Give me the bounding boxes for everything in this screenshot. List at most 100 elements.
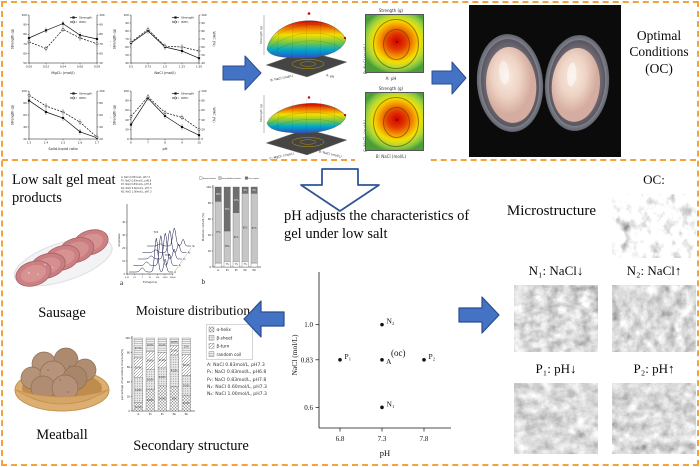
svg-text:60: 60 [208,217,212,221]
surface1-zlabel: Strength (g) [259,26,263,44]
svg-text:1:4: 1:4 [44,140,49,144]
svg-text:random coil: random coil [217,352,242,357]
t2-relaxation-chart: A: NaCl 0.83mol/L, pH7.3P1: NaCl 0.83mol… [117,172,195,290]
svg-text:50: 50 [125,53,129,57]
svg-text:80: 80 [125,29,129,33]
svg-text:85%: 85% [243,226,248,229]
svg-text:60: 60 [23,51,27,55]
svg-text:34%: 34% [172,398,177,401]
surface-plot-strength-ph-nacl: Strength (g) A: pH B: NaCl (mol/L) [259,12,348,83]
sem-oc-label: OC: [643,172,665,187]
svg-text:100: 100 [21,89,27,93]
svg-text:A: A [217,268,220,272]
svg-text:20: 20 [23,137,27,141]
svg-text:WHC: WHC [79,20,86,24]
sausage-image [13,229,113,287]
svg-text:β-sheet: β-sheet [217,335,233,340]
svg-text:free water: free water [249,177,260,180]
svg-text:38%: 38% [225,245,230,248]
svg-text:1:3: 1:3 [27,140,32,144]
svg-text:N2: NaCl 1.00mol/L, pH7.3: N2: NaCl 1.00mol/L, pH7.3 [121,190,152,193]
svg-text:77%: 77% [216,231,221,234]
svg-text:0: 0 [124,273,126,276]
svg-text:Strength (g): Strength (g) [11,28,15,49]
sample-condition-line: N₁: NaCl 0.60mol/L, pH7.3 [207,385,267,391]
meatball-image [14,347,110,412]
svg-text:7%: 7% [243,263,246,266]
svg-text:21.8%: 21.8% [183,402,190,405]
svg-text:P₁: P₁ [226,268,230,272]
surface1-xlabel: A: pH [326,73,336,79]
svg-text:N₂: N₂ [252,268,256,272]
contour2-xlabel: B: NaCl (mol/L) [375,154,407,159]
svg-text:70: 70 [201,37,205,41]
svg-text:1:7: 1:7 [95,140,100,144]
moisture-stacked-bar-chart: 0 20 40 60 80 100 Moisture content (%) 77% 18% A 7… [198,175,262,287]
svg-text:80: 80 [201,29,205,33]
line-chart-solid-liquid-ratio: 20 20 40 40 60 60 80 80 100 100 1:3 1:4 1:5 1:6 1:7 Sol… [9,83,115,159]
svg-text:Time(ms): Time(ms) [142,280,157,284]
svg-text:60: 60 [201,45,205,49]
svg-text:β-turn: β-turn [217,344,230,349]
svg-text:Strength: Strength [79,16,92,20]
svg-text:40: 40 [23,125,27,129]
contour-plot-nacl-mgcl2: Strength (g) C: MgCl₂ (mol/L) B: NaCl (m… [355,85,427,161]
sausage-label: Sausage [38,305,86,321]
svg-text:1.0: 1.0 [163,64,168,68]
svg-text:MgCl₂ (mol/l): MgCl₂ (mol/l) [51,71,75,75]
top-panel-divider [2,159,696,161]
svg-text:WHC: WHC [79,96,86,100]
svg-text:1: 1 [142,277,144,279]
svg-text:50: 50 [201,53,205,57]
svg-text:8: 8 [164,140,166,144]
svg-text:40: 40 [127,380,131,384]
svg-text:18%: 18% [216,193,221,196]
svg-text:0.5: 0.5 [129,64,134,68]
svg-text:Strength (g): Strength (g) [113,104,117,125]
svg-text:A: NaCl 0.83mol/L, pH7.3: A: NaCl 0.83mol/L, pH7.3 [121,176,150,179]
line-chart-nacl: 40 40 50 50 60 60 70 70 80 80 90 90 100 100 0.5 0.75 1.0… [111,7,217,83]
svg-text:40: 40 [201,118,205,122]
svg-text:100: 100 [201,13,207,17]
svg-text:A: A [137,412,140,416]
flow-arrow-right-3 [458,296,500,334]
svg-text:60: 60 [99,51,103,55]
down-arrow [300,168,380,212]
svg-text:20: 20 [127,394,131,398]
svg-text:60: 60 [99,113,103,117]
svg-text:90: 90 [99,23,103,27]
svg-text:40: 40 [208,233,212,237]
sample-condition-line: P₁: NaCl 0.83mol/L, pH6.8 [207,370,267,376]
optimal-conditions-label: Optimal Conditions (OC) [629,28,689,76]
surface2-ylabel: C: MgCl₂ (mol/L) [269,151,294,160]
surface1-ylabel: B: NaCl (mol/L) [270,74,294,83]
svg-text:P₁: P₁ [149,412,153,416]
svg-text:NaCl (mol/L): NaCl (mol/L) [290,334,299,376]
svg-text:87%: 87% [252,227,257,230]
svg-text:100: 100 [123,89,129,93]
svg-text:WHC: WHC [181,20,188,24]
moisture-distribution-label: Moisture distribution [135,303,251,318]
svg-text:100: 100 [201,89,207,93]
svg-text:0: 0 [128,409,130,413]
line-chart-ph: 0 0 20 20 40 40 60 60 80 80 100 100 6 7 8 9 10 pH Strength… [111,83,217,159]
contour2-plot [365,92,424,151]
ph-adjusts-caption: pH adjusts the characteristics of gel un… [284,208,470,242]
contour1-title: Strength (g) [378,8,404,13]
svg-text:0.04: 0.04 [60,64,66,68]
sem-image-n2 [612,285,696,352]
svg-text:7%: 7% [234,263,237,266]
svg-text:P₂: P₂ [235,268,239,272]
meatball-label: Meatball [36,427,88,443]
svg-text:N₁: N₁ [243,268,247,272]
svg-text:60: 60 [23,113,27,117]
svg-text:Strength (g): Strength (g) [11,104,15,125]
svg-text:100: 100 [99,13,105,17]
svg-text:42.8%: 42.8% [171,370,178,373]
svg-text:P₂: P₂ [161,412,165,416]
sample-condition-line: A: NaCl 0.83mol/L, pH7.3 [207,363,265,368]
svg-text:7: 7 [147,140,149,144]
svg-text:26.4%: 26.4% [135,367,142,370]
sem-image-p2 [612,383,696,454]
